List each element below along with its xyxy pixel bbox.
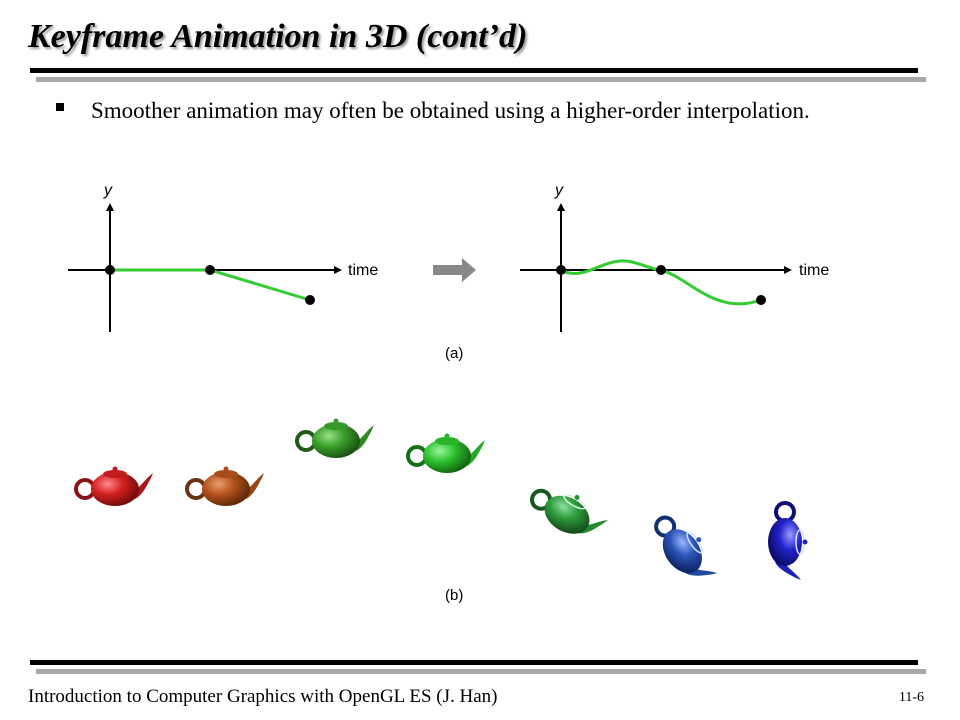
caption-b: (b) bbox=[445, 587, 463, 604]
square-bullet-icon bbox=[56, 103, 64, 111]
time-axis-label: time bbox=[348, 262, 378, 279]
title-divider bbox=[30, 68, 918, 73]
footer-course-title: Introduction to Computer Graphics with O… bbox=[28, 686, 498, 707]
y-axis-label: y bbox=[103, 182, 113, 199]
title-divider-shadow bbox=[36, 77, 926, 82]
teapot-icon bbox=[654, 515, 718, 576]
footer-divider-shadow bbox=[36, 669, 926, 674]
footer-divider bbox=[30, 660, 918, 665]
caption-a: (a) bbox=[445, 345, 463, 362]
keyframe-point bbox=[105, 265, 115, 275]
teapot-icon bbox=[74, 466, 153, 506]
teapot-icon bbox=[185, 466, 264, 506]
bullet-text: Smoother animation may often be obtained… bbox=[91, 98, 810, 123]
transition-arrow-icon bbox=[433, 258, 476, 282]
teapot-icon bbox=[406, 433, 485, 473]
keyframe-point bbox=[205, 265, 215, 275]
page-number: 11-6 bbox=[898, 690, 924, 705]
keyframe-point bbox=[556, 265, 566, 275]
smooth-interpolation-graph: y time bbox=[520, 182, 829, 332]
teapot-icon bbox=[768, 501, 808, 580]
slide-title: Keyframe Animation in 3D (cont’d) bbox=[28, 18, 528, 55]
keyframe-point bbox=[305, 295, 315, 305]
teapot-icon bbox=[530, 488, 608, 534]
keyframe-point bbox=[656, 265, 666, 275]
keyframe-point bbox=[756, 295, 766, 305]
teapot-icon bbox=[295, 418, 374, 458]
y-axis-label: y bbox=[554, 182, 564, 199]
linear-interpolation-graph: y time bbox=[68, 182, 378, 332]
time-axis-label: time bbox=[799, 262, 829, 279]
smooth-curve bbox=[560, 259, 762, 306]
